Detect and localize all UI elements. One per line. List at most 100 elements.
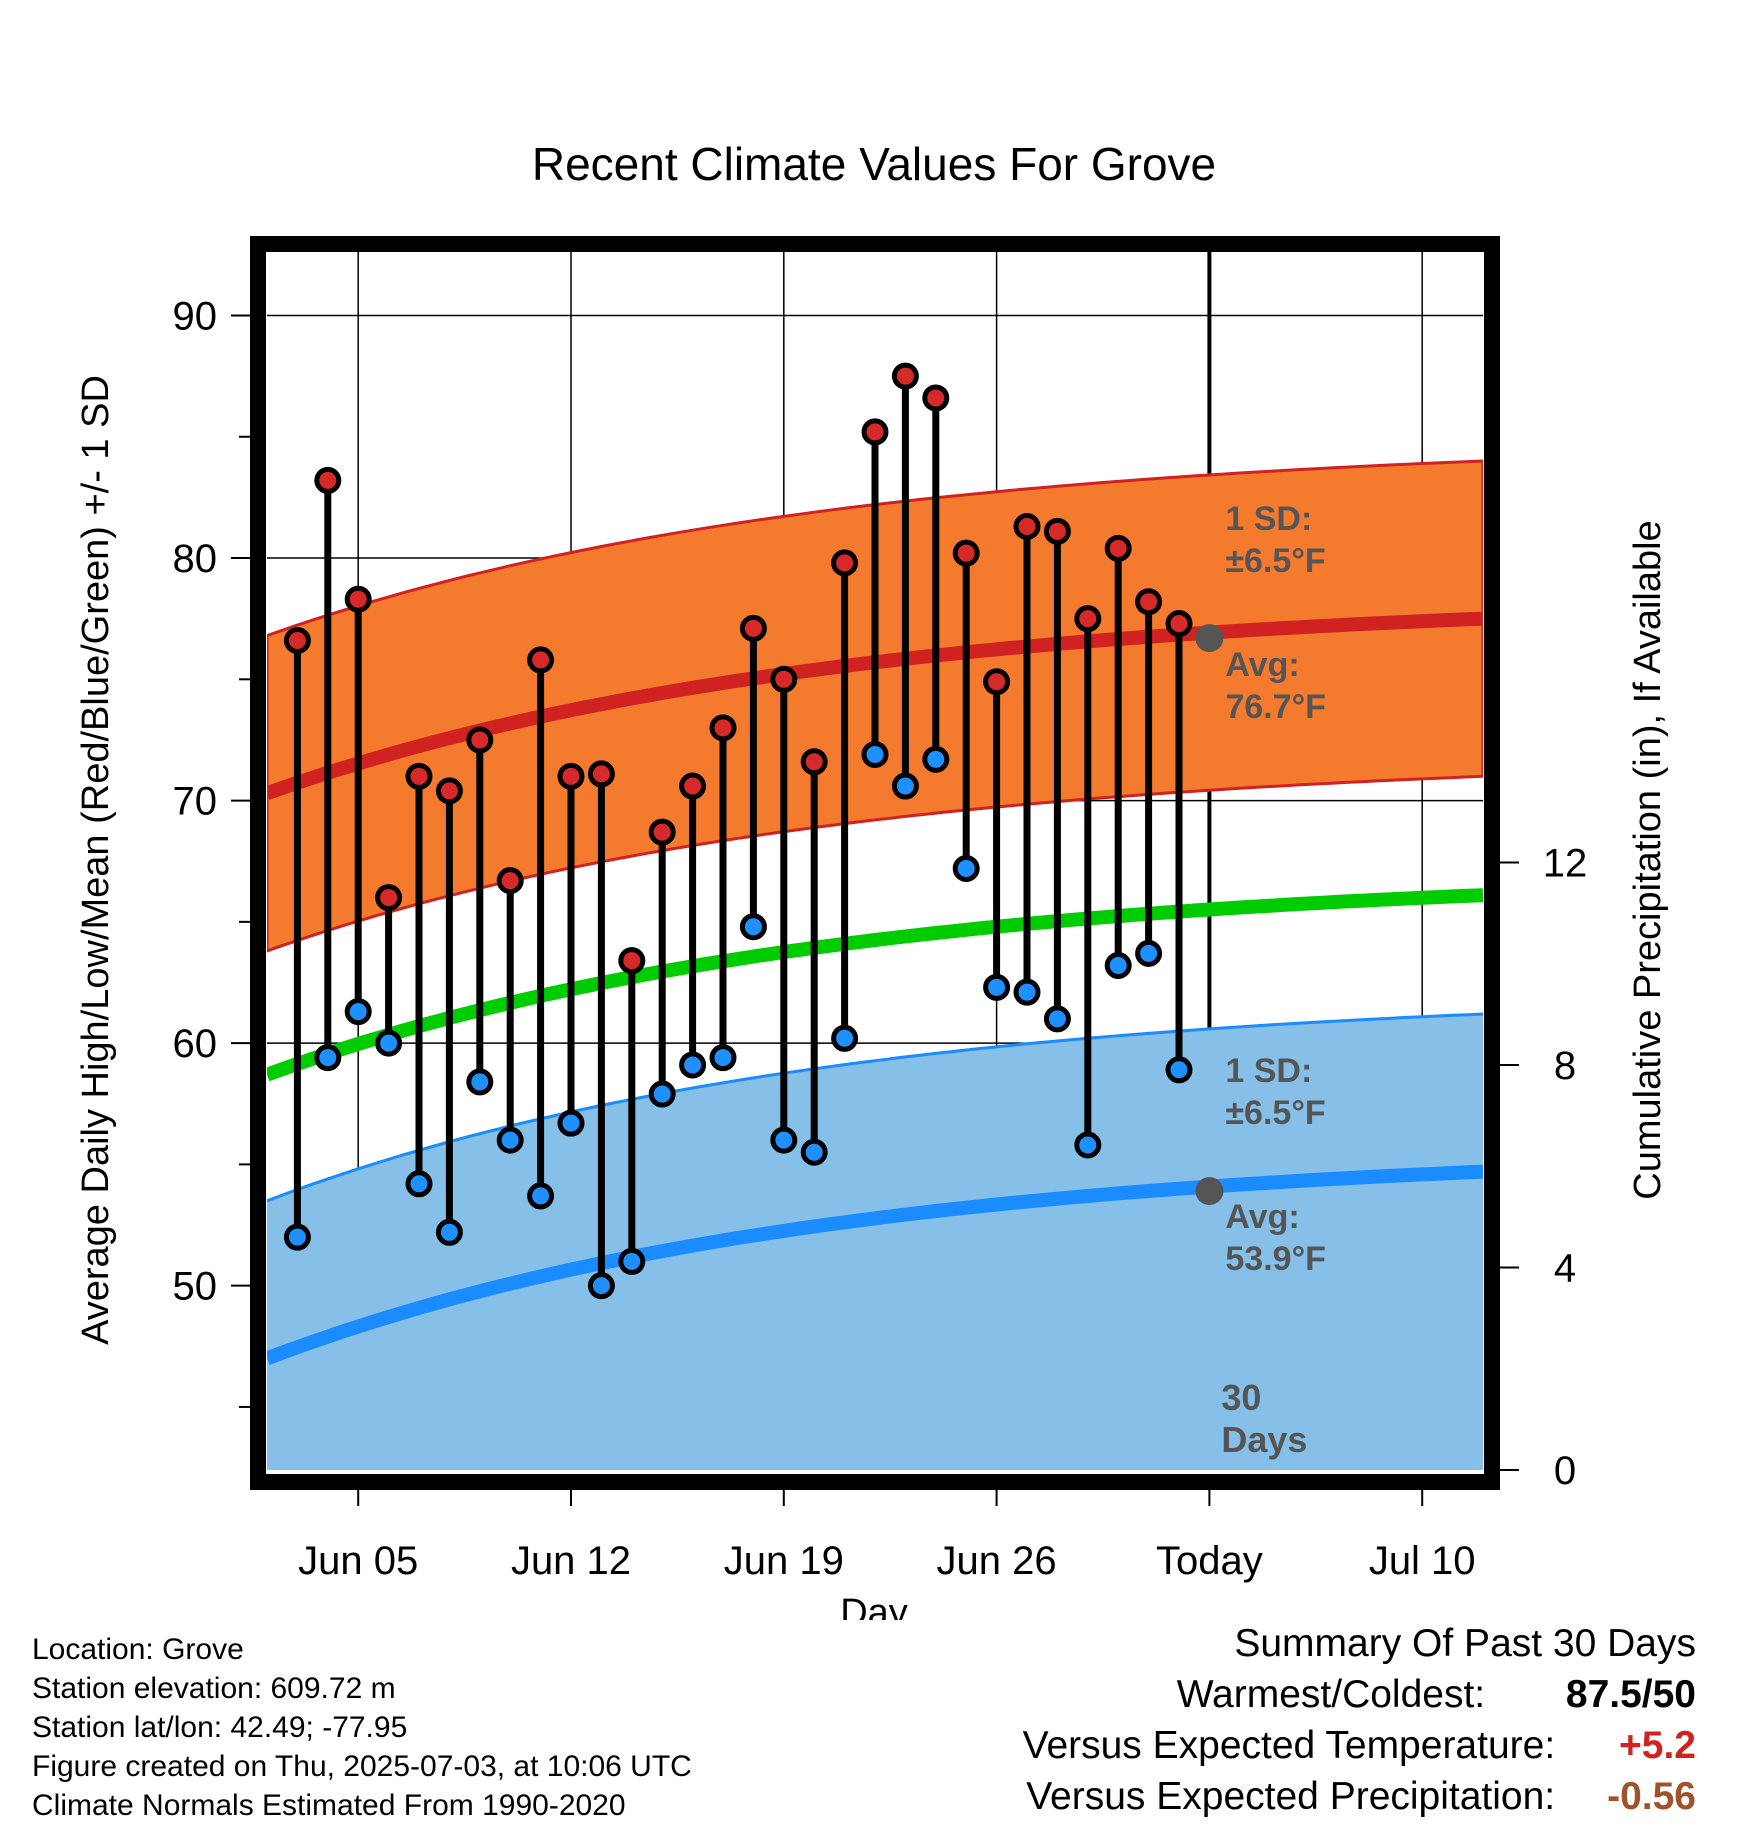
station-info: Location: Grove Station elevation: 609.7…	[32, 1630, 692, 1825]
daily-high-point	[375, 884, 403, 912]
daily-low-point	[1013, 978, 1041, 1006]
plot-frame	[250, 236, 1500, 1490]
daily-low-point	[648, 1080, 676, 1108]
daily-low-point	[466, 1068, 494, 1096]
precip-value: -0.56	[1607, 1775, 1696, 1818]
daily-high-point	[1165, 610, 1193, 638]
normal-mean-line	[267, 888, 1483, 1082]
daily-low-point	[1165, 1056, 1193, 1084]
high-avg-value: 76.7°F	[1225, 688, 1326, 726]
y-tick-label: 60	[173, 1022, 218, 1066]
daily-high-point	[405, 762, 433, 790]
summary-warm-cold: Warmest/Coldest: 87.5/50	[1023, 1669, 1696, 1720]
low-sd-value: ±6.5°F	[1225, 1094, 1325, 1132]
daily-low-point	[527, 1182, 555, 1210]
normal-low-line	[267, 1164, 1483, 1365]
daily-low-point	[831, 1024, 859, 1052]
daily-low-point	[1135, 939, 1163, 967]
daily-low-point	[375, 1029, 403, 1057]
daily-high-point	[679, 772, 707, 800]
daily-high-point	[922, 384, 950, 412]
daily-low-point	[1043, 1005, 1071, 1033]
daily-high-point	[648, 818, 676, 846]
window-days-unit: Days	[1221, 1419, 1307, 1460]
daily-low-point	[557, 1109, 585, 1137]
daily-low-point	[435, 1218, 463, 1246]
x-tick-label: Jun 19	[724, 1539, 844, 1583]
temp-value: +5.2	[1619, 1724, 1696, 1767]
daily-low-point	[922, 745, 950, 773]
y-tick-label: 90	[173, 294, 218, 338]
elevation-text: Station elevation: 609.72 m	[32, 1672, 396, 1705]
daily-low-point	[618, 1247, 646, 1275]
daily-low-point	[1074, 1131, 1102, 1159]
low-sd-label: 1 SD:	[1225, 1052, 1312, 1090]
daily-low-point	[679, 1051, 707, 1079]
precip-label: Versus Expected Precipitation:	[1026, 1775, 1556, 1818]
daily-low-point	[861, 740, 889, 768]
chart-title: Recent Climate Values For Grove	[532, 138, 1216, 190]
x-axis-label: Day	[840, 1592, 908, 1620]
summary-temp: Versus Expected Temperature: +5.2	[1023, 1720, 1696, 1771]
y-tick-label: 80	[173, 537, 218, 581]
daily-high-point	[466, 726, 494, 754]
daily-high-point	[1135, 588, 1163, 616]
daily-high-point	[952, 539, 980, 567]
daily-high-point	[831, 549, 859, 577]
today-low-normal-marker	[1195, 1177, 1224, 1206]
window-days-number: 30	[1221, 1377, 1261, 1418]
daily-high-point	[1104, 534, 1132, 562]
x-tick-label: Jun 05	[298, 1539, 418, 1583]
y2-tick-label: 0	[1554, 1449, 1576, 1493]
y-tick-label: 50	[173, 1265, 218, 1309]
summary-panel: Summary Of Past 30 Days Warmest/Coldest:…	[1023, 1618, 1696, 1822]
low-avg-value: 53.9°F	[1225, 1240, 1326, 1278]
daily-low-point	[891, 772, 919, 800]
high-avg-label: Avg:	[1225, 646, 1299, 684]
high-sd-label: 1 SD:	[1225, 500, 1312, 538]
daily-low-point	[770, 1126, 798, 1154]
y2-axis-label: Cumulative Precipitation (in), If Availa…	[1627, 520, 1669, 1199]
daily-high-point	[283, 626, 311, 654]
daily-low-point	[314, 1044, 342, 1072]
x-tick-label: Today	[1156, 1539, 1263, 1583]
location-text: Location: Grove	[32, 1633, 244, 1666]
daily-low-point	[800, 1138, 828, 1166]
latlon-text: Station lat/lon: 42.49; -77.95	[32, 1711, 408, 1744]
daily-low-point	[739, 913, 767, 941]
climate-chart: Recent Climate Values For Grove 1 SD: ±6.…	[75, 138, 1669, 1620]
warm-cold-label: Warmest/Coldest:	[1176, 1673, 1486, 1716]
daily-high-point	[891, 362, 919, 390]
daily-low-point	[1104, 952, 1132, 980]
normals-text: Climate Normals Estimated From 1990-2020	[32, 1789, 626, 1822]
daily-high-point	[800, 748, 828, 776]
daily-high-point	[435, 777, 463, 805]
low-sd-upper-edge	[267, 1012, 1483, 1203]
y2-tick-label: 8	[1554, 1044, 1576, 1088]
daily-low-point	[344, 998, 372, 1026]
daily-high-point	[709, 714, 737, 742]
daily-high-point	[496, 867, 524, 895]
daily-high-point	[739, 614, 767, 642]
daily-high-point	[770, 665, 798, 693]
daily-low-point	[709, 1044, 737, 1072]
created-text: Figure created on Thu, 2025-07-03, at 10…	[32, 1750, 692, 1783]
daily-high-point	[1013, 513, 1041, 541]
daily-high-point	[587, 760, 615, 788]
y2-tick-label: 4	[1554, 1247, 1576, 1291]
daily-high-point	[861, 418, 889, 446]
low-avg-label: Avg:	[1225, 1198, 1299, 1236]
daily-high-point	[983, 668, 1011, 696]
daily-low-point	[952, 854, 980, 882]
y-axis-label: Average Daily High/Low/Mean (Red/Blue/Gr…	[75, 375, 117, 1345]
daily-low-point	[405, 1170, 433, 1198]
y2-tick-label: 12	[1543, 842, 1588, 886]
daily-high-point	[344, 585, 372, 613]
daily-high-point	[1043, 517, 1071, 545]
x-tick-label: Jun 26	[937, 1539, 1057, 1583]
warm-cold-value: 87.5/50	[1565, 1673, 1696, 1716]
daily-high-point	[1074, 605, 1102, 633]
daily-high-point	[557, 762, 585, 790]
x-tick-label: Jun 12	[511, 1539, 631, 1583]
today-high-normal-marker	[1195, 624, 1224, 653]
